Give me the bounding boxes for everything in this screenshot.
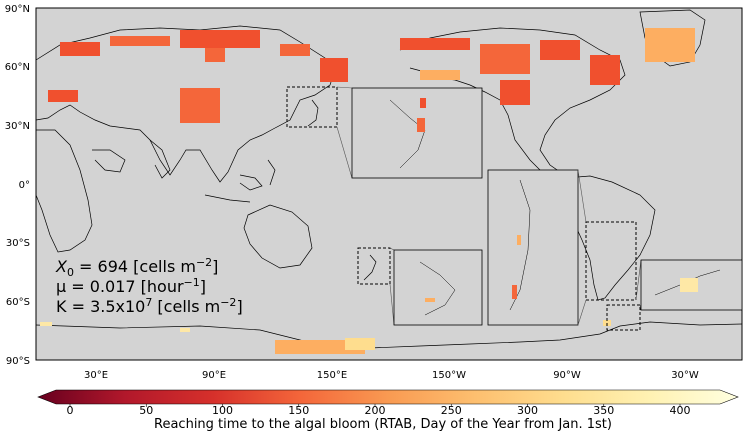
param-mu-sup: −1 <box>184 276 200 289</box>
param-x0-sub: 0 <box>67 266 74 279</box>
lon-label: 150°E <box>317 370 347 381</box>
inset-box-peninsula-source <box>606 304 641 331</box>
param-mu: μ = 0.017 [hour−1] <box>56 276 206 296</box>
param-k-end: ] <box>236 297 242 316</box>
lat-label: 90°S <box>6 356 30 367</box>
lon-label: 90°W <box>553 370 581 381</box>
inset-new-zealand <box>393 249 483 326</box>
inset-south-america <box>487 169 579 326</box>
param-x0-rest: = 694 [cells m <box>74 257 196 276</box>
inset-japan <box>351 87 483 179</box>
colorbar-tick-label: 100 <box>212 404 233 417</box>
param-k-mid: [cells m <box>152 297 220 316</box>
lat-label: 60°S <box>6 297 30 308</box>
bloom-patches-south <box>40 320 611 354</box>
param-mu-text: μ = 0.017 [hour <box>56 277 184 296</box>
param-k-text: K = 3.5x10 <box>56 297 145 316</box>
param-k-sup: 7 <box>145 296 152 309</box>
lon-label: 30°W <box>671 370 699 381</box>
lon-labels: 30°E 90°E 150°E 150°W 90°W 30°W <box>84 370 699 381</box>
inset-box-japan-source <box>286 86 338 128</box>
coastlines <box>35 9 743 349</box>
lat-label: 30°S <box>6 238 30 249</box>
colorbar-tick-label: 0 <box>67 404 74 417</box>
param-mu-end: ] <box>200 277 206 296</box>
inset-box-patagonia-source <box>585 221 637 301</box>
lat-label: 30°N <box>5 121 30 132</box>
colorbar-tick-label: 50 <box>139 404 153 417</box>
lat-label: 60°N <box>5 62 30 73</box>
bloom-patches-north <box>48 28 695 123</box>
lat-labels: 90°N 60°N 30°N 0° 30°S 60°S 90°S <box>5 4 30 367</box>
colorbar <box>37 389 739 405</box>
colorbar-tick-label: 150 <box>288 404 309 417</box>
colorbar-tick-label: 400 <box>670 404 691 417</box>
param-x0-symbol: X <box>55 257 68 276</box>
lat-label: 90°N <box>5 4 30 15</box>
colorbar-ticks: 0 50 100 150 200 250 300 350 400 <box>67 404 691 417</box>
lat-label: 0° <box>19 180 30 191</box>
colorbar-tick-label: 200 <box>365 404 386 417</box>
param-x0: X0 = 694 [cells m−2] <box>55 256 218 279</box>
inset-box-nz-source <box>357 247 391 285</box>
colorbar-title: Reaching time to the algal bloom (RTAB, … <box>154 417 612 432</box>
param-k-sup2: −2 <box>220 296 236 309</box>
param-k: K = 3.5x107 [cells m−2] <box>56 296 243 316</box>
colorbar-tick-label: 350 <box>593 404 614 417</box>
lon-label: 150°W <box>432 370 466 381</box>
map-ocean <box>35 7 743 361</box>
lon-label: 90°E <box>202 370 226 381</box>
colorbar-tick-label: 300 <box>517 404 538 417</box>
lon-label: 30°E <box>84 370 108 381</box>
param-x0-sup: −2 <box>196 256 212 269</box>
param-x0-end: ] <box>212 257 218 276</box>
colorbar-tick-label: 250 <box>441 404 462 417</box>
